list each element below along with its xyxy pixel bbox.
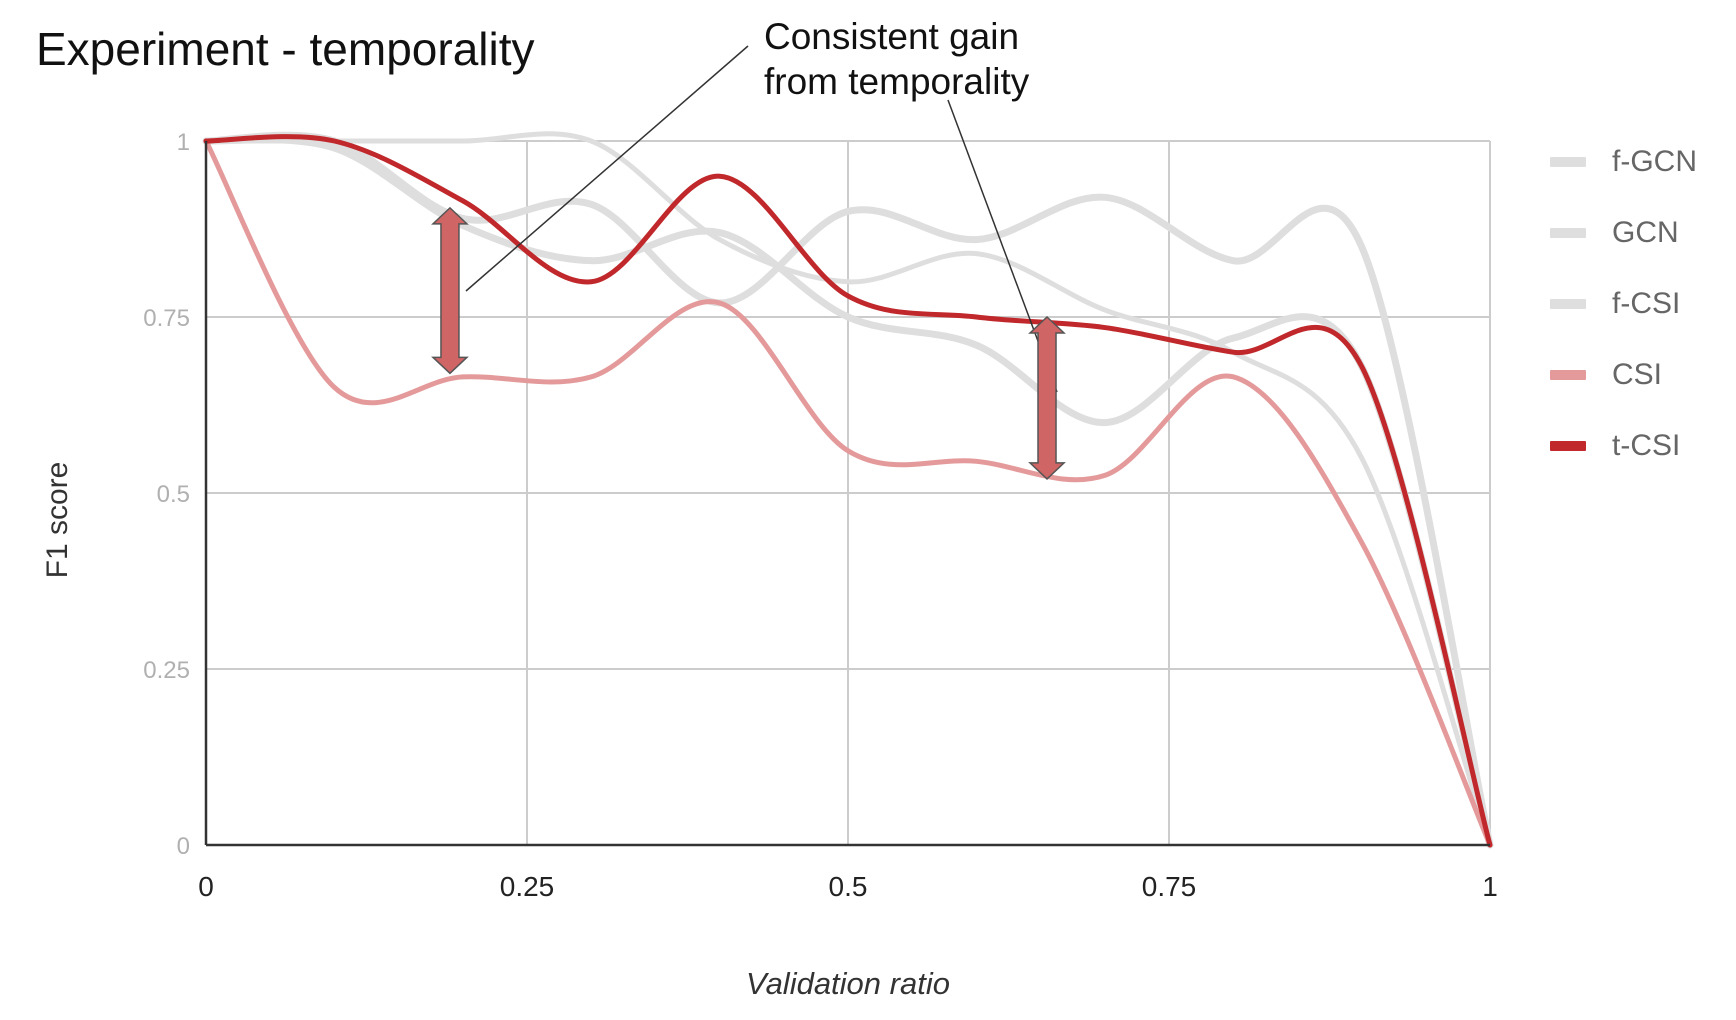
legend-label: GCN bbox=[1612, 215, 1679, 249]
legend-item-f-csi[interactable]: f-CSI bbox=[1550, 268, 1697, 339]
legend-label: f-GCN bbox=[1612, 144, 1697, 178]
legend-label: f-CSI bbox=[1612, 286, 1681, 320]
x-tick-label: 1 bbox=[1482, 871, 1498, 902]
series-line-csi bbox=[203, 138, 1493, 848]
legend-label: t-CSI bbox=[1612, 428, 1681, 462]
legend-item-gcn[interactable]: GCN bbox=[1550, 197, 1697, 268]
legend-swatch bbox=[1550, 298, 1586, 309]
axes bbox=[204, 141, 1490, 847]
double-arrow bbox=[1028, 315, 1066, 480]
y-tick-label: 0 bbox=[177, 833, 190, 860]
chart-title: Experiment - temporality bbox=[36, 23, 535, 75]
x-tick-label: 0.5 bbox=[829, 871, 868, 902]
legend: f-GCN GCN f-CSI CSI t-CSI bbox=[1550, 126, 1697, 481]
x-tick-label: 0.75 bbox=[1142, 871, 1197, 902]
legend-swatch bbox=[1550, 369, 1586, 380]
grid-lines bbox=[205, 140, 1491, 846]
annotation-arrows bbox=[431, 45, 1066, 480]
legend-item-t-csi[interactable]: t-CSI bbox=[1550, 410, 1697, 481]
y-tick-label: 0.75 bbox=[143, 305, 190, 332]
y-tick-label: 0.25 bbox=[143, 657, 190, 684]
legend-swatch bbox=[1550, 156, 1586, 167]
annotation-leader-line bbox=[465, 45, 749, 292]
y-tick-label: 1 bbox=[177, 129, 190, 156]
double-arrow bbox=[431, 206, 469, 375]
y-axis-label: F1 score bbox=[41, 461, 74, 579]
annotation-line-2: from temporality bbox=[764, 61, 1030, 102]
legend-item-f-gcn[interactable]: f-GCN bbox=[1550, 126, 1697, 197]
series-line-t-csi bbox=[203, 134, 1493, 848]
annotation-line-1: Consistent gain bbox=[764, 16, 1020, 57]
legend-swatch bbox=[1550, 227, 1586, 238]
tick-labels: 0 0.25 0.5 0.75 1 0 0.25 0.5 0.75 1 bbox=[143, 129, 1498, 902]
x-tick-label: 0.25 bbox=[500, 871, 555, 902]
legend-label: CSI bbox=[1612, 357, 1663, 391]
y-tick-label: 0.5 bbox=[157, 481, 190, 508]
legend-item-csi[interactable]: CSI bbox=[1550, 339, 1697, 410]
x-axis-label: Validation ratio bbox=[746, 966, 950, 1001]
series-line-f-csi bbox=[203, 131, 1493, 848]
legend-swatch bbox=[1550, 440, 1586, 451]
x-tick-label: 0 bbox=[198, 871, 214, 902]
annotation-text: Consistent gain from temporality bbox=[764, 14, 1029, 104]
